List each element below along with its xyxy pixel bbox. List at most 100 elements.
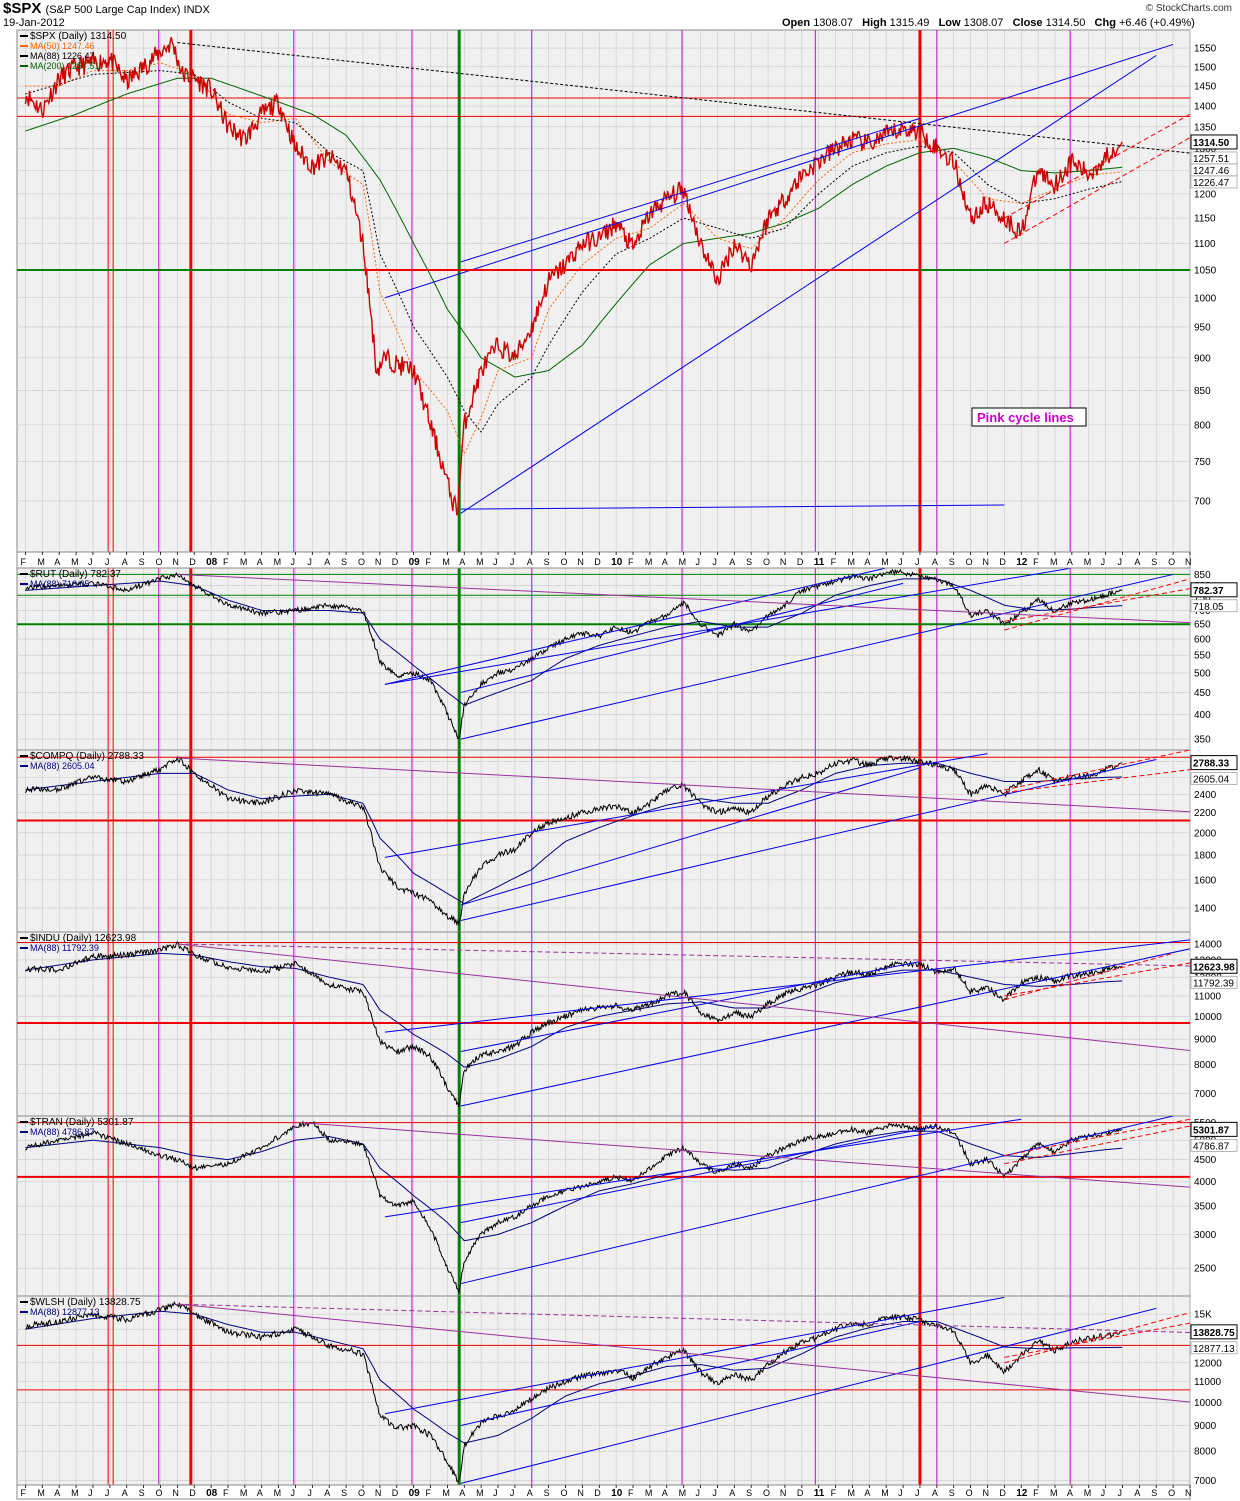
x-tick-label: D bbox=[999, 1488, 1006, 1498]
last-value-label: 1314.50 bbox=[1193, 138, 1230, 149]
y-tick-label: 4000 bbox=[1194, 1177, 1217, 1188]
x-tick-label: F bbox=[20, 1488, 26, 1498]
x-tick-label: N bbox=[1185, 1488, 1192, 1498]
panel-wlsh: 700080009000100001100012000130001400015K… bbox=[16, 1295, 1238, 1487]
trend-line bbox=[384, 568, 887, 685]
x-tick-label: A bbox=[1134, 1488, 1140, 1498]
x-tick-label: M bbox=[71, 557, 79, 567]
y-tick-label: 2500 bbox=[1194, 1264, 1217, 1275]
x-tick-label: A bbox=[1067, 557, 1073, 567]
legend-entry: MA(88) 718.05 bbox=[30, 579, 90, 589]
y-tick-label: 1000 bbox=[1194, 293, 1217, 304]
x-tick-label: F bbox=[20, 557, 26, 567]
trend-line bbox=[177, 573, 1190, 624]
plot-content bbox=[17, 30, 1190, 552]
y-tick-label: 1800 bbox=[1194, 851, 1217, 862]
brand-watermark: © StockCharts.com bbox=[1145, 3, 1232, 14]
legend-entry: MA(88) 12877.13 bbox=[30, 1307, 100, 1317]
y-tick-label: 850 bbox=[1194, 570, 1211, 581]
x-tick-label: M bbox=[679, 557, 687, 567]
x-tick-label: D bbox=[189, 557, 196, 567]
chart-header: $SPX (S&P 500 Large Cap Index) INDX 19-J… bbox=[0, 0, 1240, 30]
ma-value-tag bbox=[1190, 599, 1238, 613]
x-tick-label: S bbox=[139, 1488, 145, 1498]
y-tick-label: 1150 bbox=[1194, 214, 1216, 225]
y-tick-label: 1500 bbox=[1194, 62, 1217, 73]
x-tick-label: A bbox=[662, 557, 668, 567]
x-tick-label: S bbox=[544, 557, 550, 567]
legend-entry: $WLSH (Daily) 13828.75 bbox=[30, 1297, 141, 1308]
trend-line bbox=[460, 573, 1174, 740]
x-tick-label: S bbox=[1151, 1488, 1157, 1498]
x-tick-label: J bbox=[1101, 557, 1106, 567]
x-tick-label: F bbox=[628, 557, 634, 567]
x-tick-label: 11 bbox=[814, 557, 825, 568]
close-value: 1314.50 bbox=[1045, 17, 1086, 29]
x-tick-label: M bbox=[476, 557, 484, 567]
trend-line bbox=[460, 55, 1157, 514]
plot-area bbox=[16, 1295, 1191, 1486]
x-tick-label: A bbox=[932, 1488, 938, 1498]
x-tick-label: J bbox=[1117, 1488, 1122, 1498]
x-tick-label: J bbox=[290, 1488, 295, 1498]
trend-line bbox=[460, 504, 1005, 510]
y-tick-label: 3000 bbox=[1194, 1230, 1217, 1241]
y-tick-label: 700 bbox=[1194, 496, 1211, 507]
y-tick-label: 750 bbox=[1194, 593, 1211, 604]
ma88-line bbox=[25, 1310, 1123, 1444]
x-tick-label: F bbox=[628, 1488, 634, 1498]
annotation-text: Pink cycle lines bbox=[977, 410, 1074, 425]
trend-line bbox=[177, 42, 1190, 154]
x-tick-label: D bbox=[797, 557, 804, 567]
panel-compq: 14001600180020002200240026002800$COMPQ (… bbox=[16, 749, 1238, 933]
last-value-tag bbox=[1190, 958, 1238, 974]
x-tick-label: J bbox=[105, 557, 110, 567]
x-tick-label: N bbox=[172, 1488, 179, 1498]
quote-bar: Open 1308.07 High 1315.49 Low 1308.07 Cl… bbox=[782, 17, 1195, 29]
y-tick-label: 1100 bbox=[1194, 239, 1216, 250]
x-tick-label: F bbox=[426, 1488, 432, 1498]
price-line bbox=[25, 1120, 1123, 1294]
x-tick-label: A bbox=[459, 557, 465, 567]
last-value-label: 13828.75 bbox=[1193, 1328, 1235, 1339]
legend-entry: $INDU (Daily) 12623.98 bbox=[30, 933, 137, 944]
x-tick-label: N bbox=[982, 1488, 989, 1498]
x-tick-label: M bbox=[71, 1488, 79, 1498]
x-tick-label: M bbox=[645, 557, 653, 567]
x-tick-label: M bbox=[881, 1488, 889, 1498]
x-tick-label: 12 bbox=[1016, 1488, 1028, 1499]
x-tick-label: F bbox=[223, 1488, 229, 1498]
trend-line bbox=[460, 1307, 1157, 1484]
last-value-label: 782.37 bbox=[1193, 586, 1224, 597]
trend-line bbox=[460, 961, 921, 1052]
x-tick-label: J bbox=[307, 557, 312, 567]
x-tick-label: A bbox=[729, 557, 735, 567]
ma-value-label: 1257.51 bbox=[1193, 154, 1230, 165]
price-line bbox=[24, 36, 1123, 516]
x-axis-strip bbox=[16, 551, 1191, 569]
ma-value-tag bbox=[1190, 1139, 1238, 1152]
y-tick-label: 1550 bbox=[1194, 44, 1217, 55]
ma88-line bbox=[25, 70, 1123, 433]
x-tick-label: S bbox=[341, 1488, 347, 1498]
x-tick-label: M bbox=[37, 1488, 45, 1498]
x-tick-label: O bbox=[561, 557, 568, 567]
trend-line bbox=[298, 1122, 1190, 1188]
x-tick-label: A bbox=[257, 1488, 263, 1498]
trend-line bbox=[1004, 588, 1190, 622]
y-tick-label: 800 bbox=[1194, 420, 1211, 431]
x-tick-label: M bbox=[476, 1488, 484, 1498]
last-value-tag bbox=[1190, 1121, 1238, 1137]
x-tick-label: M bbox=[442, 557, 450, 567]
x-tick-label: D bbox=[594, 557, 601, 567]
legend-entry: MA(88) 1226.47 bbox=[30, 51, 95, 61]
x-tick-label: M bbox=[442, 1488, 450, 1498]
panel-indu: 7000800090001000011000120001300014000$IN… bbox=[16, 931, 1238, 1117]
x-tick-label: 10 bbox=[611, 557, 623, 568]
y-tick-label: 1200 bbox=[1194, 189, 1217, 200]
y-tick-label: 9000 bbox=[1194, 1035, 1217, 1046]
y-tick-label: 850 bbox=[1194, 386, 1211, 397]
trend-line bbox=[177, 943, 1190, 1051]
last-value-tag bbox=[1190, 1324, 1238, 1340]
ma-value-label: 2605.04 bbox=[1193, 775, 1230, 786]
